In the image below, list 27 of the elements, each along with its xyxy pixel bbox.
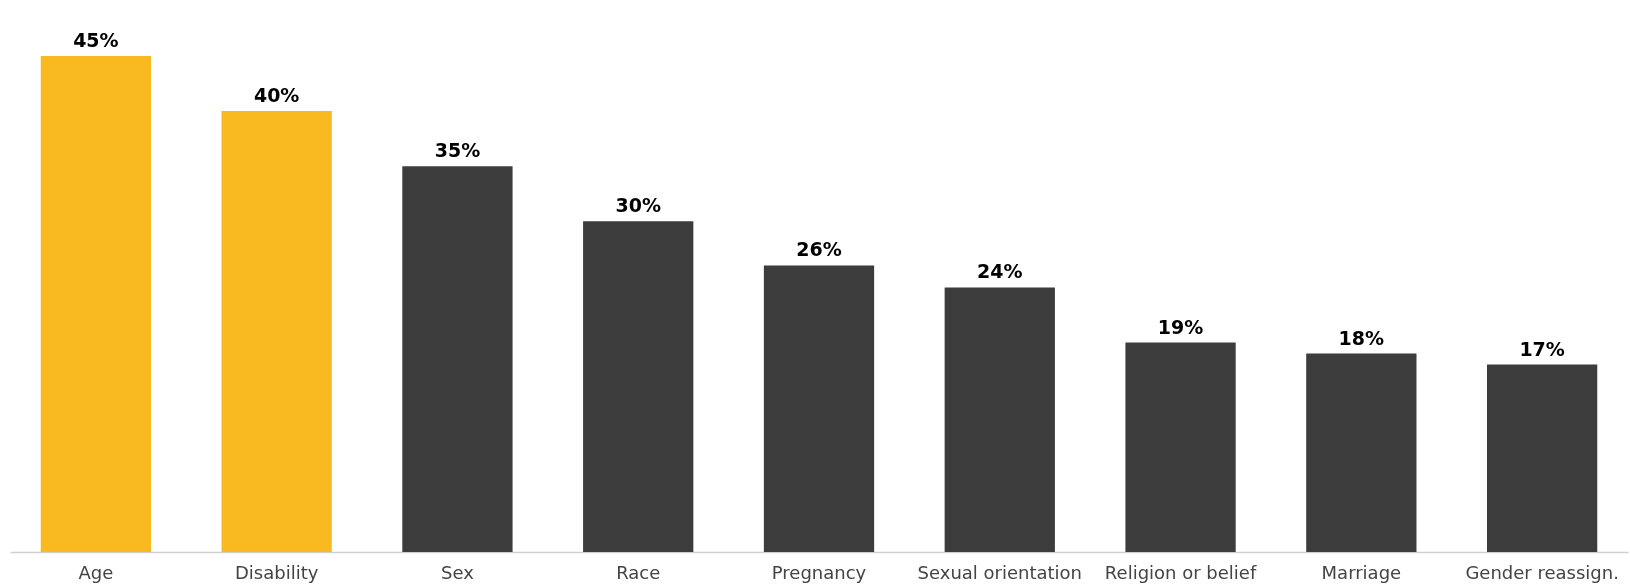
bar — [583, 221, 694, 552]
data-label: 35% — [434, 139, 481, 162]
data-label: 26% — [796, 238, 842, 261]
bar — [221, 111, 332, 552]
x-tick-label: Gender reassign. — [1465, 561, 1619, 583]
bar — [1125, 342, 1236, 552]
x-tick-label: Race — [616, 561, 661, 583]
x-tick-label: Marriage — [1321, 561, 1402, 583]
x-tick-label: Disability — [234, 561, 319, 583]
data-label: 30% — [615, 194, 661, 217]
x-tick-label: Age — [78, 561, 114, 583]
data-label: 18% — [1338, 326, 1385, 349]
bar — [402, 166, 513, 552]
data-label: 24% — [977, 260, 1023, 283]
data-label: 40% — [253, 84, 300, 107]
x-tick-label: Sexual orientation — [917, 561, 1083, 583]
bar — [40, 56, 152, 552]
data-label: 17% — [1519, 337, 1565, 360]
x-tick-label: Sex — [441, 561, 475, 583]
bar — [763, 265, 875, 552]
x-tick-label: Religion or belief — [1104, 561, 1257, 583]
bar — [1486, 364, 1598, 552]
bar — [944, 287, 1055, 552]
data-label: 19% — [1157, 315, 1204, 338]
data-label: 45% — [73, 29, 119, 51]
bar — [1306, 353, 1417, 552]
x-tick-label: Pregnancy — [771, 561, 867, 583]
